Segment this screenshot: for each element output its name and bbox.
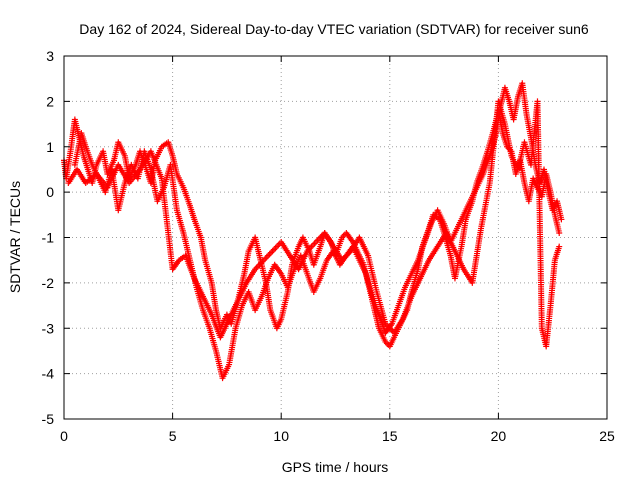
series-track-c [65, 98, 563, 350]
x-tick-label: 15 [382, 428, 398, 444]
x-axis-label: GPS time / hours [282, 459, 389, 475]
y-tick-label: -5 [42, 411, 55, 427]
x-tick-label: 10 [273, 428, 289, 444]
chart-title: Day 162 of 2024, Sidereal Day-to-day VTE… [79, 21, 589, 37]
series-track-b [71, 80, 565, 382]
x-tick-label: 5 [169, 428, 177, 444]
series-track-a [61, 107, 563, 350]
axis-ticks: 0 5 10 15 20 25 -5 -4 -3 -2 -1 0 1 2 3 [42, 48, 615, 444]
data-point [556, 229, 563, 236]
y-tick-label: 0 [46, 184, 54, 200]
y-tick-label: -3 [42, 320, 55, 336]
y-axis-label: SDTVAR / TECUs [7, 181, 23, 293]
x-tick-label: 25 [599, 428, 615, 444]
x-tick-label: 0 [60, 428, 68, 444]
data-point [556, 243, 563, 250]
y-tick-label: 2 [46, 93, 54, 109]
y-tick-label: 1 [46, 139, 54, 155]
data-point [558, 216, 565, 223]
y-tick-label: -4 [42, 366, 55, 382]
y-tick-label: -2 [42, 275, 55, 291]
data-points [61, 80, 565, 382]
y-tick-label: -1 [42, 230, 55, 246]
y-tick-label: 3 [46, 48, 54, 64]
x-tick-label: 20 [491, 428, 507, 444]
